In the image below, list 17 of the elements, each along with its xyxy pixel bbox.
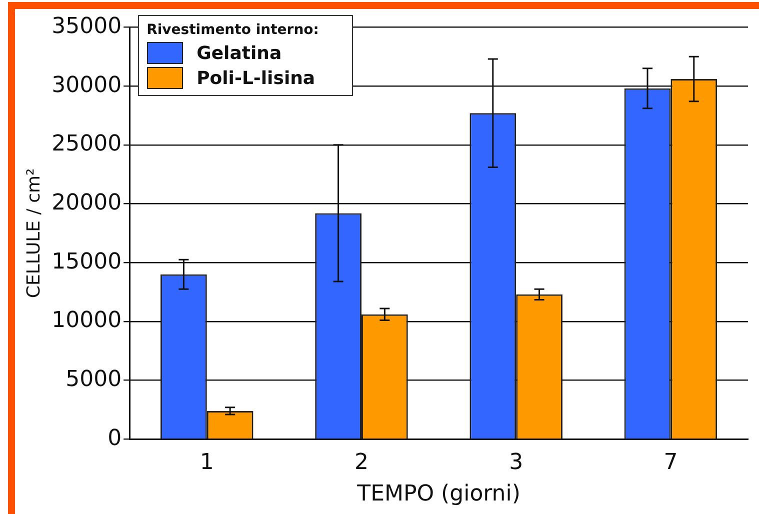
x-tick-label: 1 <box>200 450 214 476</box>
legend-label: Poli-L-lisina <box>196 68 316 89</box>
y-tick-label: 30000 <box>52 72 122 98</box>
y-tick-label: 5000 <box>66 367 122 392</box>
x-axis-title: TEMPO (giorni) <box>356 482 520 507</box>
x-tick-label: 2 <box>354 450 368 476</box>
x-tick-label: 7 <box>664 450 678 476</box>
y-tick-label: 15000 <box>52 249 122 274</box>
y-tick-label: 0 <box>108 426 122 451</box>
y-tick-label: 25000 <box>52 132 122 157</box>
legend-title: Rivestimento interno: <box>146 22 320 38</box>
y-tick-label: 35000 <box>52 14 122 39</box>
y-tick-label: 20000 <box>52 190 122 216</box>
x-tick-label: 3 <box>509 450 524 476</box>
legend-label: Gelatina <box>196 42 282 64</box>
y-tick-label: 10000 <box>52 308 122 334</box>
y-axis-title: CELLULE / cm² <box>23 168 44 298</box>
